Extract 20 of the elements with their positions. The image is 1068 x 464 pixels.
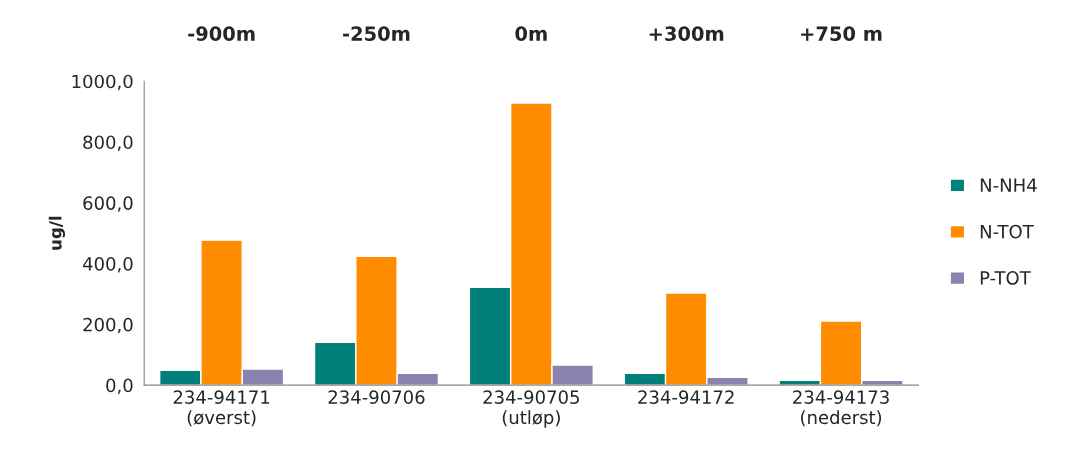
y-tick-label: 1000,0 xyxy=(72,74,133,91)
y-tick-label: 400,0 xyxy=(82,257,133,273)
legend-label: N-NH4 xyxy=(980,178,1037,192)
y-axis-title: ug/l xyxy=(48,216,66,250)
x-tick-label: 234-90706 xyxy=(328,390,425,404)
x-tick-label: 234-94173 (nederst) xyxy=(793,390,889,427)
y-tick-label: 0,0 xyxy=(106,378,133,395)
y-tick-label: 200,0 xyxy=(83,317,133,334)
legend-label: P-TOT xyxy=(980,271,1031,285)
y-tick-label: 600,0 xyxy=(83,196,133,212)
x-tick-label: 234-94171 (øverst) xyxy=(173,390,270,427)
text: +750 m xyxy=(801,26,882,41)
text: -900m xyxy=(188,26,255,41)
text: 0m xyxy=(515,26,547,41)
y-tick-label: 800,0 xyxy=(83,135,133,151)
legend-label: N-TOT xyxy=(980,224,1034,239)
x-tick-label: 234-90705 (utløp) xyxy=(483,390,579,428)
text: -250m xyxy=(343,26,410,41)
x-tick-label: 234-94172 xyxy=(638,390,734,404)
text: +300m xyxy=(649,26,724,41)
